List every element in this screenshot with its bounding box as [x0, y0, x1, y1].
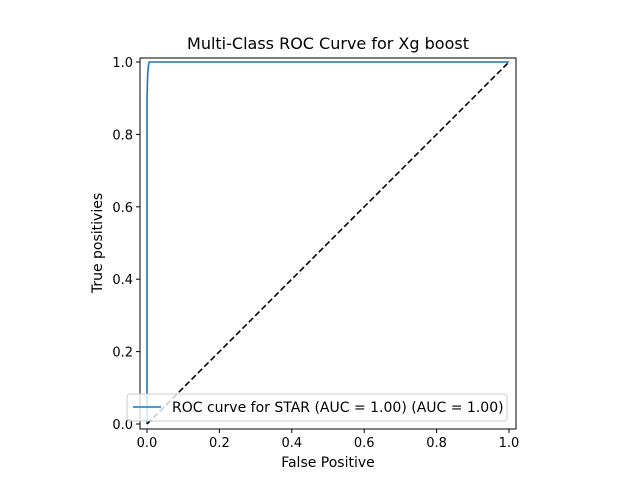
x-tick-label: 1.0	[499, 436, 520, 451]
x-tick-label: 0.6	[354, 436, 375, 451]
legend: ROC curve for STAR (AUC = 1.00) (AUC = 1…	[126, 393, 508, 422]
y-tick-label: 0.6	[112, 201, 133, 216]
y-tick-label: 0.8	[112, 128, 133, 143]
plot-frame	[139, 57, 517, 430]
x-tick-label: 0.4	[281, 436, 302, 451]
y-tick-label: 0.2	[112, 346, 133, 361]
x-tick-label: 0.2	[209, 436, 230, 451]
legend-label: ROC curve for STAR (AUC = 1.00) (AUC = 1…	[172, 400, 504, 416]
chance-diagonal-line	[146, 61, 510, 425]
x-tick-label: 0.0	[137, 436, 158, 451]
y-tick-label: 1.0	[112, 56, 133, 71]
y-tick-label: 0.0	[112, 418, 133, 433]
y-axis-ticks: 0.0 0.2 0.4 0.6 0.8 1.0	[112, 56, 140, 433]
x-axis-ticks: 0.0 0.2 0.4 0.6 0.8 1.0	[137, 429, 520, 451]
y-axis-label: True positivies	[90, 193, 106, 294]
legend-box	[126, 393, 508, 422]
y-tick-label: 0.4	[112, 273, 133, 288]
plot-lines	[146, 61, 510, 425]
roc-curve-line	[146, 61, 509, 424]
x-tick-label: 0.8	[426, 436, 447, 451]
x-axis-label: False Positive	[281, 455, 375, 471]
chart-title: Multi-Class ROC Curve for Xg boost	[187, 34, 469, 53]
